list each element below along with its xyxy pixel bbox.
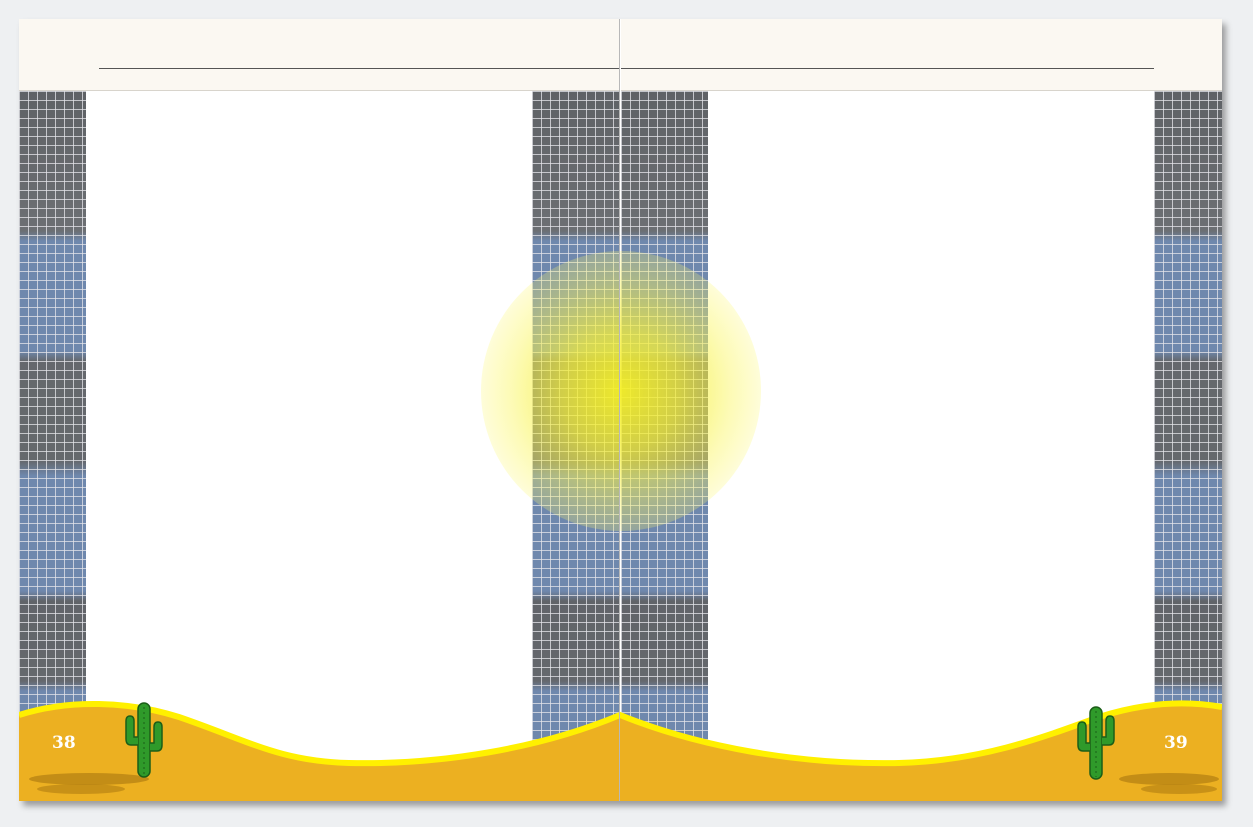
header-rule-left <box>99 68 620 69</box>
sand-dunes <box>19 700 1222 801</box>
dune-sand-fill <box>19 703 1222 801</box>
cactus-shadow-right <box>1119 773 1219 785</box>
header-band-left <box>19 19 620 91</box>
header-band-right <box>621 19 1222 91</box>
page-number-right: 39 <box>1164 733 1188 753</box>
book-spread: 38 39 <box>19 19 1222 801</box>
grid-strip-right-edge <box>1154 91 1222 801</box>
cactus-icon <box>1077 706 1115 780</box>
grid-strip-left-edge <box>19 91 86 801</box>
header-rule-right <box>621 68 1154 69</box>
cactus-shadow-left-2 <box>37 784 125 794</box>
spread-gutter <box>619 19 620 801</box>
cactus-shadow-left <box>29 773 149 785</box>
cactus-shadow-right-2 <box>1141 784 1217 794</box>
page-number-left: 38 <box>52 733 76 753</box>
cactus-icon <box>125 702 163 778</box>
